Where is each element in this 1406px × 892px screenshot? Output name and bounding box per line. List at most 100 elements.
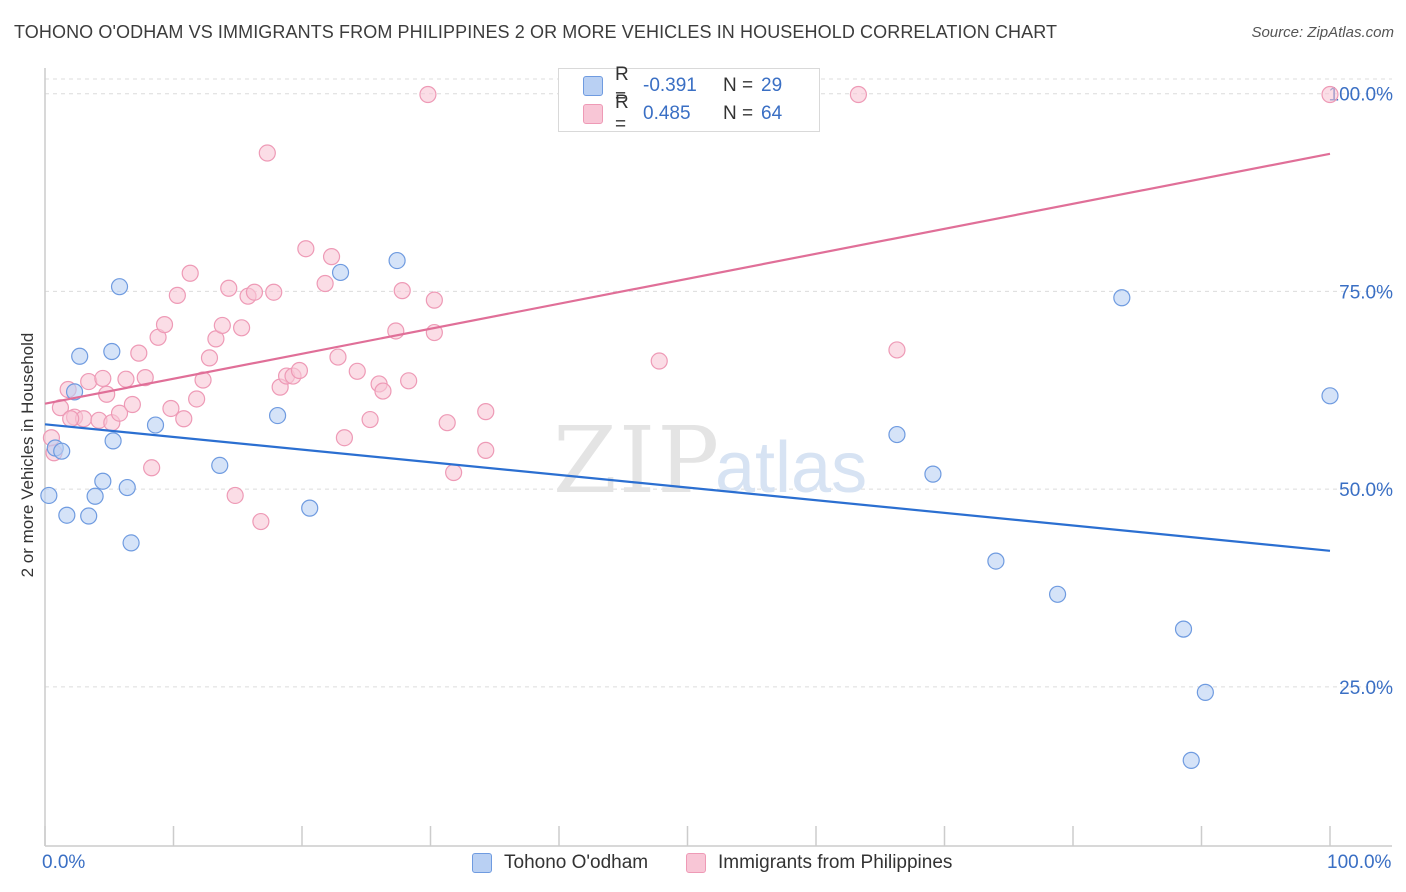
legend-row-tohono: R = -0.391 N = 29 <box>583 64 783 107</box>
legend-n-label: N = <box>723 103 754 124</box>
data-point <box>477 441 495 459</box>
data-point <box>130 344 148 362</box>
data-point <box>94 472 112 490</box>
data-point <box>103 342 121 361</box>
data-point <box>162 399 180 418</box>
series-legend-label: Immigrants from Philippines <box>718 852 953 873</box>
data-point <box>200 349 219 367</box>
data-point <box>1321 85 1339 104</box>
data-point <box>1174 620 1193 638</box>
data-point <box>123 395 141 414</box>
data-point <box>226 486 244 505</box>
source-credit: Source: ZipAtlas.com <box>1251 24 1394 41</box>
legend-r-label: R = <box>615 64 629 107</box>
data-point <box>94 369 112 388</box>
data-point <box>40 486 58 505</box>
series-legend-swatch-pink <box>686 853 706 873</box>
data-point <box>143 459 161 477</box>
data-point <box>425 291 443 309</box>
data-point <box>146 416 165 434</box>
axes <box>44 68 1392 847</box>
y-tick-label: 50.0% <box>1339 480 1393 501</box>
data-point <box>181 264 199 282</box>
legend-swatch-blue <box>583 76 603 96</box>
legend-n-value: 29 <box>761 75 783 96</box>
data-point <box>268 406 287 425</box>
data-point <box>53 442 71 460</box>
series-legend: Tohono O'odham Immigrants from Philippin… <box>0 852 1406 878</box>
data-point <box>361 410 379 429</box>
data-point <box>245 283 264 301</box>
y-tick-label: 75.0% <box>1339 282 1393 303</box>
data-point <box>211 456 229 475</box>
data-point <box>71 347 89 365</box>
data-point <box>80 372 98 391</box>
trendlines <box>44 152 1331 552</box>
data-point <box>1113 289 1131 307</box>
gridlines <box>45 78 1392 688</box>
data-point <box>258 144 276 162</box>
data-point <box>849 85 868 104</box>
trendline-philippines <box>44 152 1331 405</box>
data-point <box>388 251 406 270</box>
data-point <box>136 369 154 387</box>
series-tohono-points <box>40 251 1339 769</box>
legend-n-label: N = <box>723 75 754 96</box>
data-point <box>188 390 206 408</box>
data-point <box>650 352 668 370</box>
series-legend-item-philippines: Immigrants from Philippines <box>686 852 952 874</box>
x-tick-label-max: 100.0% <box>1327 852 1392 873</box>
data-point <box>80 507 98 525</box>
data-point <box>331 263 350 282</box>
trendline-tohono <box>44 423 1331 552</box>
x-tick-label-min: 0.0% <box>42 852 86 873</box>
data-point <box>104 432 122 450</box>
data-point <box>1196 683 1214 701</box>
data-point <box>65 383 84 401</box>
data-point <box>316 274 334 293</box>
data-point <box>155 316 174 334</box>
data-point <box>393 282 411 300</box>
y-tick-label: 100.0% <box>1329 85 1394 106</box>
data-point <box>445 463 463 482</box>
data-point <box>329 348 347 366</box>
data-point <box>265 283 283 301</box>
y-tick-labels: 25.0% 50.0% 75.0% 100.0% <box>1329 85 1394 699</box>
data-point <box>86 487 104 505</box>
data-point <box>58 506 76 524</box>
series-legend-swatch-blue <box>472 853 492 873</box>
data-point <box>1321 387 1339 405</box>
legend-n-value: 64 <box>761 103 783 124</box>
data-point <box>110 278 129 296</box>
data-point <box>888 341 906 359</box>
data-point <box>335 429 354 447</box>
data-point <box>374 382 392 400</box>
data-point <box>888 425 906 444</box>
data-point <box>419 85 437 104</box>
correlation-legend: R = -0.391 N = 29 R = 0.485 N = 64 <box>558 64 820 135</box>
data-point <box>252 512 270 531</box>
data-point <box>220 279 238 297</box>
data-point <box>438 414 456 432</box>
legend-r-label: R = <box>615 92 629 135</box>
series-philippines-points <box>42 85 1339 531</box>
data-point <box>122 534 140 552</box>
data-point <box>175 410 193 428</box>
series-legend-item-tohono: Tohono O'odham <box>472 852 648 874</box>
legend-row-philippines: R = 0.485 N = 64 <box>583 92 783 135</box>
legend-r-value: -0.391 <box>643 75 697 96</box>
data-point <box>924 465 942 483</box>
watermark-atlas: atlas <box>715 428 867 508</box>
data-point <box>297 240 315 258</box>
data-point <box>1182 751 1200 769</box>
data-point <box>322 248 341 266</box>
data-point <box>117 370 135 388</box>
data-point <box>1048 585 1067 603</box>
data-point <box>110 404 129 422</box>
data-point <box>301 499 319 517</box>
data-point <box>348 362 366 380</box>
data-point <box>233 319 251 337</box>
data-point <box>987 552 1005 570</box>
